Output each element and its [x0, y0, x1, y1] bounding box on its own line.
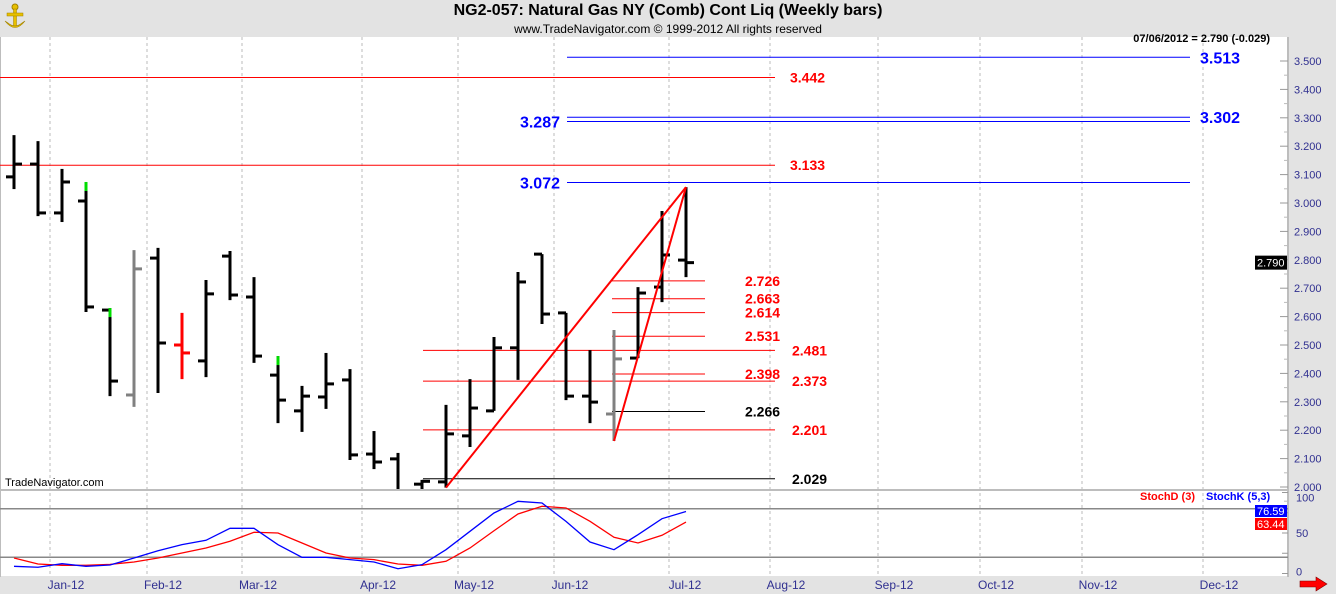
- ohlc-bar: [198, 279, 214, 378]
- y-tick-label: 2.800: [1294, 255, 1322, 267]
- stoch-y-label: 50: [1296, 528, 1308, 540]
- y-tick-label: 2.100: [1294, 454, 1322, 466]
- level-label: 3.442: [790, 69, 825, 85]
- anchor-logo-icon: [4, 3, 26, 28]
- ohlc-bar: [246, 277, 262, 363]
- stoch-value-label: 63.44: [1257, 519, 1285, 531]
- y-tick-label: 3.200: [1294, 141, 1322, 153]
- ohlc-bar: [6, 135, 22, 190]
- x-tick-label: Aug-12: [767, 578, 806, 592]
- ohlc-bar: [78, 181, 94, 313]
- level-label: 2.663: [745, 291, 780, 307]
- ohlc-bar: [678, 187, 694, 278]
- ohlc-bar: [486, 337, 502, 413]
- x-tick-label: Feb-12: [144, 578, 182, 592]
- y-tick-label: 3.100: [1294, 170, 1322, 182]
- price-plot-area: [0, 37, 1288, 489]
- y-tick-label: 3.300: [1294, 113, 1322, 125]
- ohlc-bar: [414, 479, 430, 489]
- ohlc-bar: [30, 141, 46, 217]
- ohlc-bar: [462, 379, 478, 447]
- x-tick-label: Sep-12: [875, 578, 914, 592]
- x-tick-label: Jun-12: [552, 578, 589, 592]
- level-label: 3.302: [1200, 110, 1240, 127]
- x-tick-label: Jan-12: [48, 578, 85, 592]
- level-label: 2.029: [792, 471, 827, 487]
- x-tick-label: Oct-12: [978, 578, 1014, 592]
- y-tick-label: 2.700: [1294, 283, 1322, 295]
- level-label: 3.287: [520, 114, 560, 131]
- last-price-label: 2.790: [1257, 258, 1285, 270]
- ohlc-bar: [102, 308, 118, 397]
- scroll-right-arrow-icon[interactable]: [1299, 576, 1328, 592]
- y-tick-label: 3.500: [1294, 56, 1322, 68]
- stoch-value-box: [1255, 518, 1287, 530]
- level-label: 2.398: [745, 366, 780, 382]
- y-tick-label: 2.600: [1294, 312, 1322, 324]
- level-label: 2.614: [745, 305, 780, 321]
- x-tick-label: Nov-12: [1079, 578, 1118, 592]
- ohlc-bar: [510, 272, 526, 380]
- chart-title: NG2-057: Natural Gas NY (Comb) Cont Liq …: [453, 2, 883, 19]
- ohlc-bar: [390, 452, 400, 489]
- level-label: 2.266: [745, 403, 780, 419]
- ohlc-bar: [174, 312, 190, 380]
- stoch-value-box: [1255, 505, 1287, 517]
- x-tick-label: May-12: [454, 578, 494, 592]
- x-tick-label: Jul-12: [669, 578, 702, 592]
- ohlc-bar: [606, 329, 622, 441]
- ohlc-bar: [54, 168, 70, 223]
- y-tick-label: 3.000: [1294, 198, 1322, 210]
- trendline: [613, 186, 687, 442]
- ohlc-bar: [222, 250, 238, 301]
- level-label: 3.133: [790, 157, 825, 173]
- y-tick-label: 2.900: [1294, 226, 1322, 238]
- ohlc-bar: [318, 352, 334, 409]
- y-tick-label: 2.200: [1294, 425, 1322, 437]
- trendline: [445, 186, 687, 489]
- stoch-y-label: 0: [1296, 567, 1302, 579]
- legend-stochd[interactable]: StochD (3): [1140, 491, 1195, 503]
- watermark: TradeNavigator.com: [5, 477, 104, 489]
- y-tick-label: 2.500: [1294, 340, 1322, 352]
- level-label: 2.726: [745, 273, 780, 289]
- last-price-box: [1255, 255, 1287, 270]
- level-label: 2.481: [792, 342, 827, 358]
- stoch-line-d: [13, 505, 687, 566]
- stoch-value-label: 76.59: [1257, 506, 1285, 518]
- copyright-line: www.TradeNavigator.com © 1999-2012 All r…: [514, 22, 822, 36]
- legend-stochk[interactable]: StochK (5,3): [1206, 491, 1271, 503]
- y-tick-label: 2.300: [1294, 397, 1322, 409]
- level-label: 2.531: [745, 328, 780, 344]
- ohlc-bar: [270, 356, 286, 424]
- ohlc-bar: [582, 350, 598, 424]
- level-label: 2.201: [792, 422, 827, 438]
- x-tick-label: Dec-12: [1200, 578, 1239, 592]
- ohlc-bar: [294, 385, 310, 432]
- y-tick-label: 2.000: [1294, 482, 1322, 494]
- level-label: 3.072: [520, 176, 560, 193]
- x-tick-label: Apr-12: [360, 578, 396, 592]
- ohlc-bar: [366, 431, 382, 470]
- ohlc-bar: [558, 311, 574, 401]
- ohlc-bar: [342, 369, 358, 461]
- stoch-line-k: [13, 500, 687, 570]
- price-series: [0, 56, 1190, 489]
- ohlc-bar: [534, 252, 550, 324]
- x-tick-label: Mar-12: [239, 578, 277, 592]
- y-tick-label: 3.400: [1294, 84, 1322, 96]
- ohlc-bar: [150, 247, 166, 393]
- ohlc-bar: [438, 404, 454, 488]
- level-label: 2.373: [792, 373, 827, 389]
- ohlc-bar: [126, 250, 142, 407]
- stoch-plot-area: [0, 491, 1288, 576]
- stoch-y-label: 100: [1296, 493, 1314, 505]
- y-tick-label: 2.400: [1294, 368, 1322, 380]
- level-label: 3.513: [1200, 50, 1240, 67]
- price-readout: 07/06/2012 = 2.790 (-0.029): [1133, 33, 1270, 45]
